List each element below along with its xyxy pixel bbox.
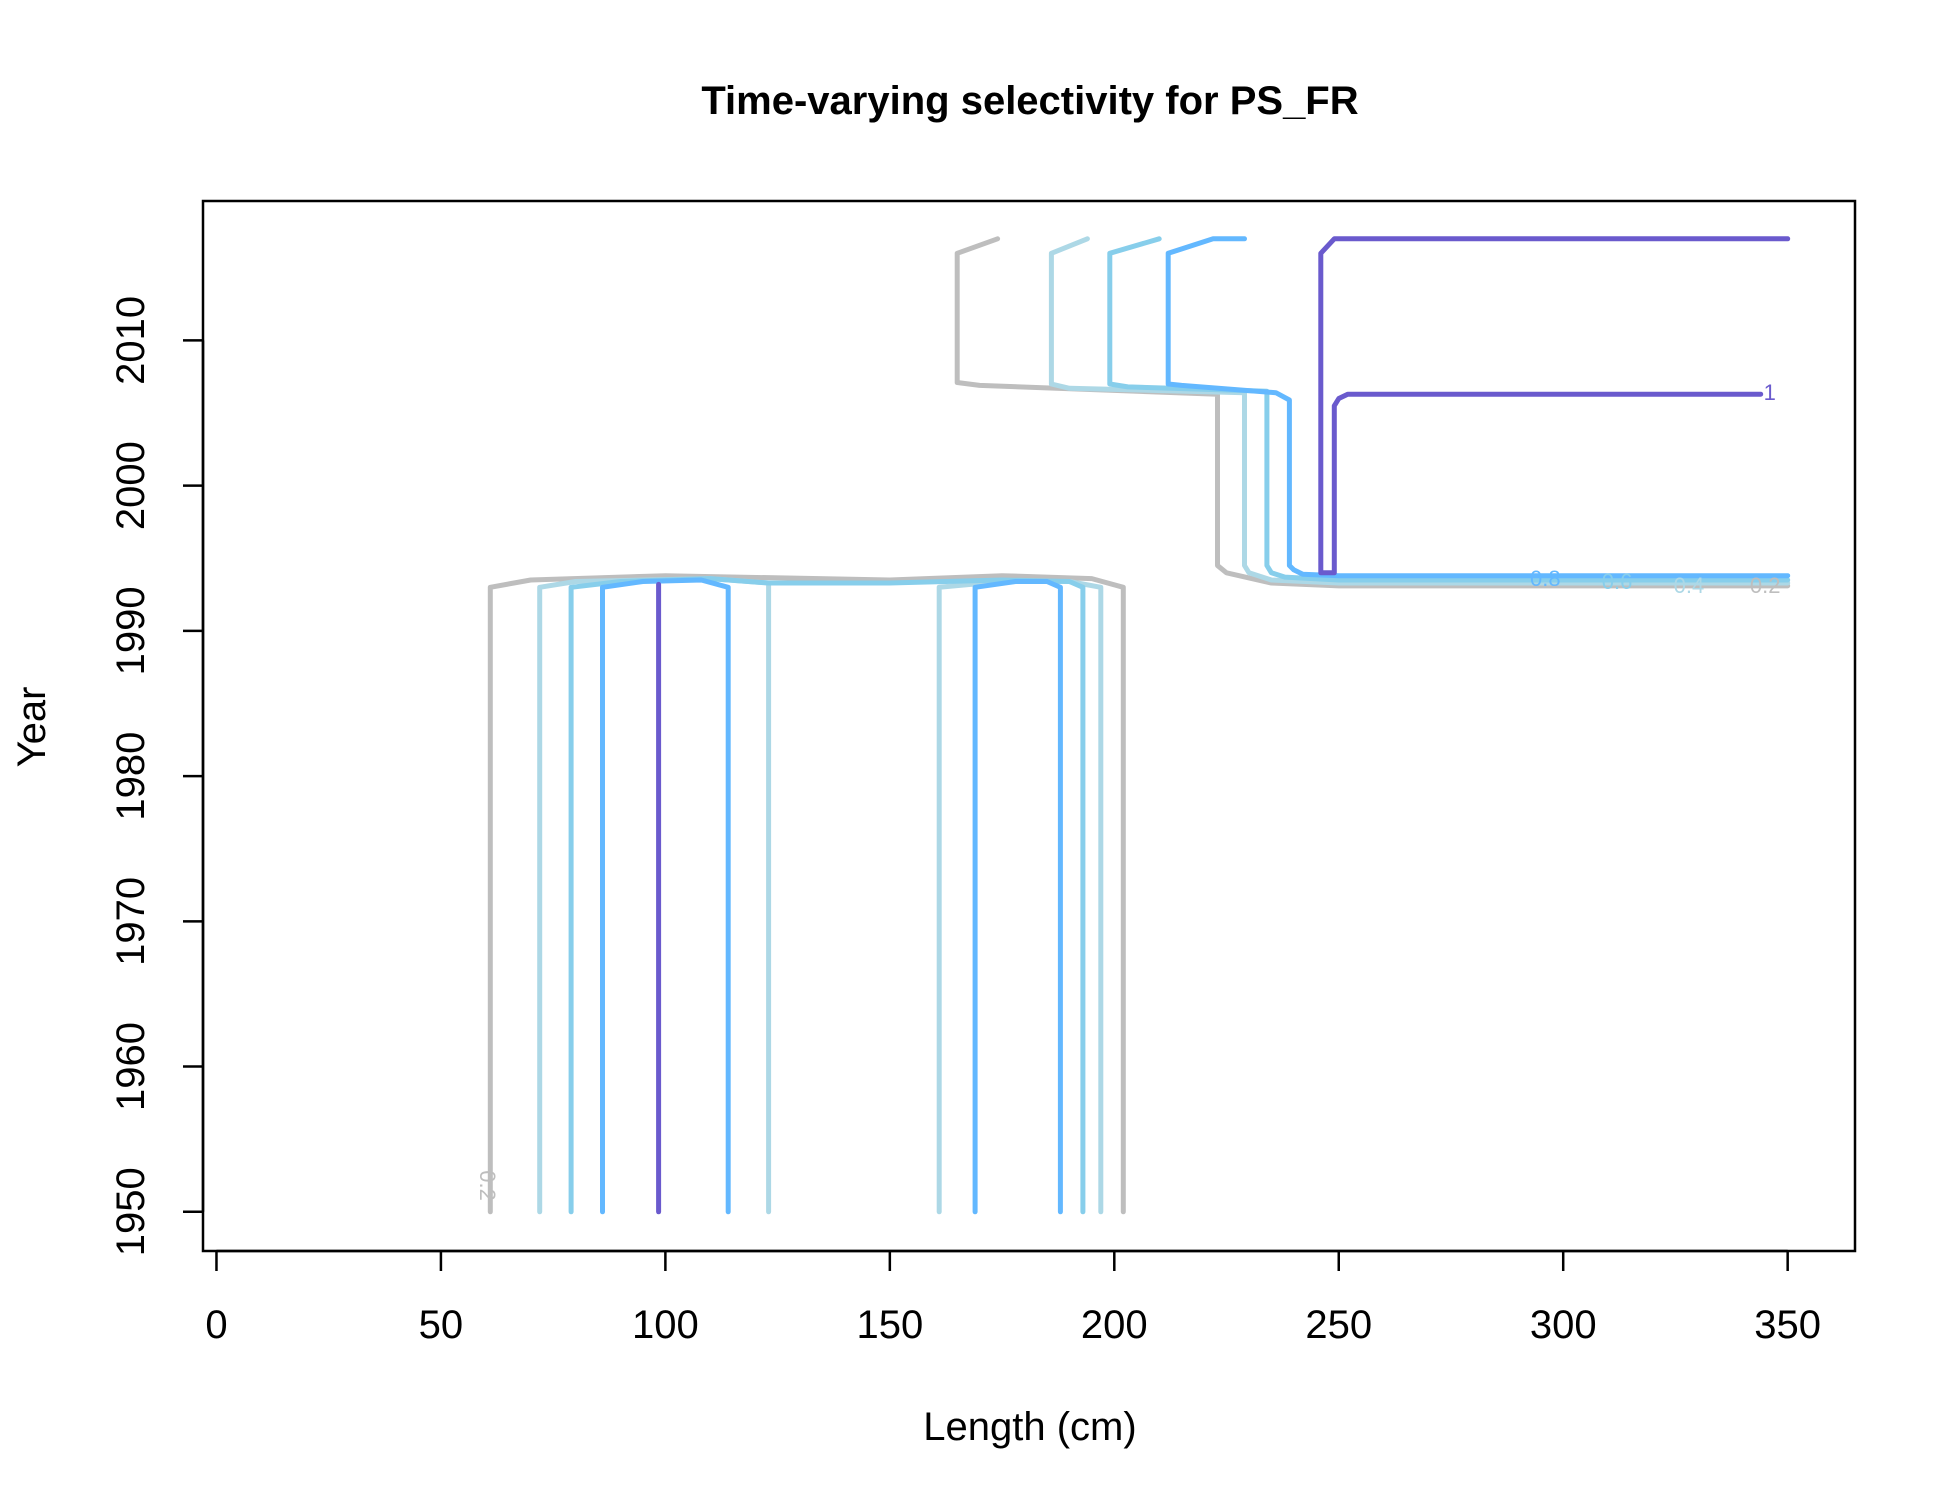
contour-line-0-8 bbox=[1165, 236, 1791, 579]
contour-label: 0.2 bbox=[475, 1170, 500, 1201]
y-tick-label: 1970 bbox=[109, 877, 153, 966]
x-tick-label: 300 bbox=[1530, 1303, 1597, 1347]
contour-line-0-4 bbox=[936, 579, 1104, 1215]
contour-line-0-8 bbox=[972, 579, 1063, 1215]
y-axis: 1950 1960 1970 1980 1990 2000 2010 bbox=[109, 296, 205, 1256]
y-tick-label: 1980 bbox=[109, 732, 153, 821]
plot-area: 0.2 0.2 0.4 0.6 0.8 1 bbox=[475, 236, 1791, 1215]
y-axis-label: Year bbox=[10, 687, 54, 768]
x-tick-label: 150 bbox=[856, 1303, 923, 1347]
contour-label: 0.2 bbox=[1750, 573, 1781, 598]
contour-line-0-2 bbox=[954, 236, 1791, 589]
contour-line-0-6 bbox=[568, 576, 1086, 1215]
x-tick-label: 0 bbox=[205, 1303, 227, 1347]
contour-line-0-8 bbox=[600, 577, 731, 1215]
chart-title: Time-varying selectivity for PS_FR bbox=[701, 79, 1358, 123]
y-tick-label: 2010 bbox=[109, 296, 153, 385]
plot-frame bbox=[201, 199, 1857, 1253]
contour-line-0-4 bbox=[537, 576, 772, 1215]
contour-line-0-4 bbox=[1048, 236, 1791, 586]
contour-label: 0.6 bbox=[1602, 569, 1633, 594]
x-tick-label: 100 bbox=[632, 1303, 699, 1347]
contour-label: 0.8 bbox=[1530, 566, 1561, 591]
y-tick-label: 1950 bbox=[109, 1167, 153, 1256]
x-tick-label: 200 bbox=[1081, 1303, 1148, 1347]
x-tick-label: 250 bbox=[1305, 1303, 1372, 1347]
x-axis-label: Length (cm) bbox=[923, 1405, 1136, 1449]
x-tick-label: 350 bbox=[1754, 1303, 1821, 1347]
contour-label: 1 bbox=[1764, 380, 1776, 405]
y-tick-label: 2000 bbox=[109, 441, 153, 530]
x-axis: 0 50 100 150 200 250 300 350 bbox=[205, 1249, 1821, 1347]
y-tick-label: 1960 bbox=[109, 1022, 153, 1111]
contour-label: 0.4 bbox=[1674, 573, 1705, 598]
y-tick-label: 1990 bbox=[109, 586, 153, 675]
contour-line-0-2 bbox=[487, 573, 1126, 1215]
contour-line-0-6 bbox=[1107, 236, 1791, 583]
x-tick-label: 50 bbox=[419, 1303, 464, 1347]
contour-line-1 bbox=[1318, 236, 1791, 576]
